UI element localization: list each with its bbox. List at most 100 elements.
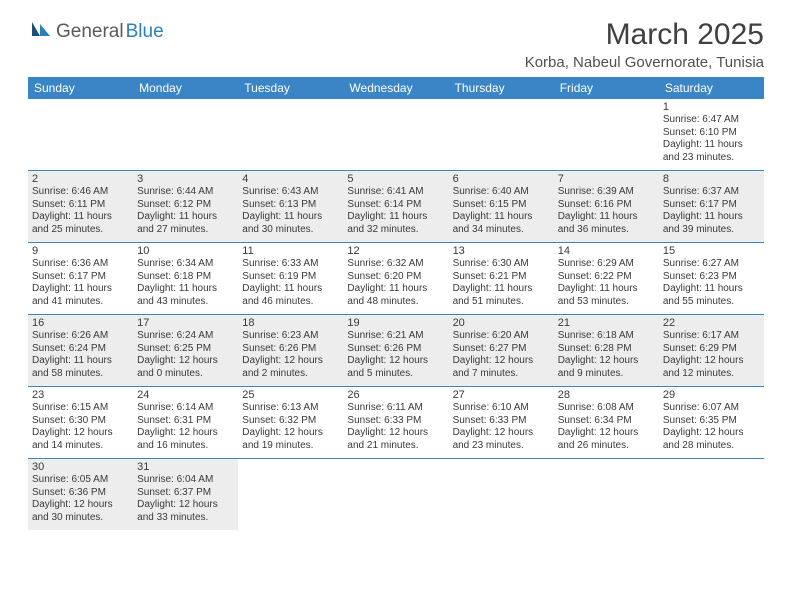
calendar-cell (28, 99, 133, 171)
cell-dl1: Daylight: 12 hours (663, 355, 760, 368)
calendar-cell (343, 99, 448, 171)
calendar-table: SundayMondayTuesdayWednesdayThursdayFrid… (28, 77, 764, 530)
cell-dl1: Daylight: 11 hours (32, 283, 129, 296)
cell-sunset: Sunset: 6:27 PM (453, 343, 550, 356)
cell-sunrise: Sunrise: 6:20 AM (453, 330, 550, 343)
cell-sunrise: Sunrise: 6:27 AM (663, 258, 760, 271)
calendar-body: 1Sunrise: 6:47 AMSunset: 6:10 PMDaylight… (28, 99, 764, 530)
location-text: Korba, Nabeul Governorate, Tunisia (525, 54, 764, 71)
calendar-cell (343, 459, 448, 531)
cell-sunset: Sunset: 6:10 PM (663, 127, 760, 140)
cell-sunset: Sunset: 6:15 PM (453, 199, 550, 212)
cell-dl1: Daylight: 12 hours (558, 427, 655, 440)
cell-sunrise: Sunrise: 6:30 AM (453, 258, 550, 271)
cell-dl2: and 33 minutes. (137, 512, 234, 525)
day-number: 13 (453, 245, 550, 257)
calendar-cell: 3Sunrise: 6:44 AMSunset: 6:12 PMDaylight… (133, 171, 238, 243)
cell-sunrise: Sunrise: 6:37 AM (663, 186, 760, 199)
cell-sunset: Sunset: 6:16 PM (558, 199, 655, 212)
cell-sunrise: Sunrise: 6:46 AM (32, 186, 129, 199)
cell-sunrise: Sunrise: 6:21 AM (347, 330, 444, 343)
cell-dl1: Daylight: 11 hours (137, 283, 234, 296)
cell-dl2: and 16 minutes. (137, 440, 234, 453)
cell-dl1: Daylight: 11 hours (558, 283, 655, 296)
cell-dl1: Daylight: 11 hours (558, 211, 655, 224)
cell-sunset: Sunset: 6:33 PM (453, 415, 550, 428)
cell-sunset: Sunset: 6:28 PM (558, 343, 655, 356)
logo-text-blue: Blue (126, 21, 164, 43)
cell-dl2: and 26 minutes. (558, 440, 655, 453)
cell-sunset: Sunset: 6:34 PM (558, 415, 655, 428)
day-number: 7 (558, 173, 655, 185)
cell-dl2: and 48 minutes. (347, 296, 444, 309)
calendar-cell (554, 459, 659, 531)
cell-sunset: Sunset: 6:23 PM (663, 271, 760, 284)
day-number: 19 (347, 317, 444, 329)
calendar-cell: 22Sunrise: 6:17 AMSunset: 6:29 PMDayligh… (659, 315, 764, 387)
day-number: 15 (663, 245, 760, 257)
cell-sunrise: Sunrise: 6:10 AM (453, 402, 550, 415)
cell-dl2: and 32 minutes. (347, 224, 444, 237)
cell-sunrise: Sunrise: 6:17 AM (663, 330, 760, 343)
cell-dl2: and 46 minutes. (242, 296, 339, 309)
calendar-cell: 8Sunrise: 6:37 AMSunset: 6:17 PMDaylight… (659, 171, 764, 243)
cell-sunrise: Sunrise: 6:36 AM (32, 258, 129, 271)
calendar-cell (133, 99, 238, 171)
title-block: March 2025 Korba, Nabeul Governorate, Tu… (525, 18, 764, 71)
cell-dl1: Daylight: 11 hours (242, 283, 339, 296)
cell-dl2: and 14 minutes. (32, 440, 129, 453)
calendar-cell: 21Sunrise: 6:18 AMSunset: 6:28 PMDayligh… (554, 315, 659, 387)
cell-sunrise: Sunrise: 6:18 AM (558, 330, 655, 343)
cell-sunrise: Sunrise: 6:13 AM (242, 402, 339, 415)
day-number: 30 (32, 461, 129, 473)
cell-dl2: and 41 minutes. (32, 296, 129, 309)
cell-dl2: and 55 minutes. (663, 296, 760, 309)
cell-dl2: and 36 minutes. (558, 224, 655, 237)
cell-dl2: and 19 minutes. (242, 440, 339, 453)
calendar-row: 30Sunrise: 6:05 AMSunset: 6:36 PMDayligh… (28, 459, 764, 531)
cell-sunset: Sunset: 6:36 PM (32, 487, 129, 500)
cell-sunrise: Sunrise: 6:32 AM (347, 258, 444, 271)
calendar-cell: 11Sunrise: 6:33 AMSunset: 6:19 PMDayligh… (238, 243, 343, 315)
cell-sunrise: Sunrise: 6:29 AM (558, 258, 655, 271)
weekday-header: Wednesday (343, 77, 448, 99)
day-number: 8 (663, 173, 760, 185)
cell-dl1: Daylight: 12 hours (242, 355, 339, 368)
calendar-row: 1Sunrise: 6:47 AMSunset: 6:10 PMDaylight… (28, 99, 764, 171)
calendar-cell: 6Sunrise: 6:40 AMSunset: 6:15 PMDaylight… (449, 171, 554, 243)
cell-dl1: Daylight: 12 hours (558, 355, 655, 368)
calendar-cell: 17Sunrise: 6:24 AMSunset: 6:25 PMDayligh… (133, 315, 238, 387)
cell-sunset: Sunset: 6:17 PM (663, 199, 760, 212)
cell-dl2: and 5 minutes. (347, 368, 444, 381)
day-number: 23 (32, 389, 129, 401)
cell-dl2: and 21 minutes. (347, 440, 444, 453)
cell-sunset: Sunset: 6:22 PM (558, 271, 655, 284)
day-number: 14 (558, 245, 655, 257)
cell-dl2: and 53 minutes. (558, 296, 655, 309)
calendar-cell (659, 459, 764, 531)
cell-sunset: Sunset: 6:25 PM (137, 343, 234, 356)
day-number: 4 (242, 173, 339, 185)
day-number: 21 (558, 317, 655, 329)
cell-dl1: Daylight: 11 hours (32, 355, 129, 368)
cell-dl1: Daylight: 11 hours (347, 283, 444, 296)
calendar-cell (449, 99, 554, 171)
cell-dl1: Daylight: 11 hours (663, 283, 760, 296)
logo-icon (28, 18, 54, 45)
calendar-cell: 28Sunrise: 6:08 AMSunset: 6:34 PMDayligh… (554, 387, 659, 459)
calendar-cell: 31Sunrise: 6:04 AMSunset: 6:37 PMDayligh… (133, 459, 238, 531)
calendar-cell (449, 459, 554, 531)
cell-sunrise: Sunrise: 6:15 AM (32, 402, 129, 415)
cell-dl2: and 9 minutes. (558, 368, 655, 381)
day-number: 11 (242, 245, 339, 257)
cell-sunset: Sunset: 6:24 PM (32, 343, 129, 356)
day-number: 10 (137, 245, 234, 257)
cell-dl2: and 2 minutes. (242, 368, 339, 381)
weekday-header: Monday (133, 77, 238, 99)
calendar-cell: 18Sunrise: 6:23 AMSunset: 6:26 PMDayligh… (238, 315, 343, 387)
weekday-header-row: SundayMondayTuesdayWednesdayThursdayFrid… (28, 77, 764, 99)
cell-sunset: Sunset: 6:11 PM (32, 199, 129, 212)
weekday-header: Sunday (28, 77, 133, 99)
cell-dl1: Daylight: 11 hours (663, 211, 760, 224)
day-number: 26 (347, 389, 444, 401)
